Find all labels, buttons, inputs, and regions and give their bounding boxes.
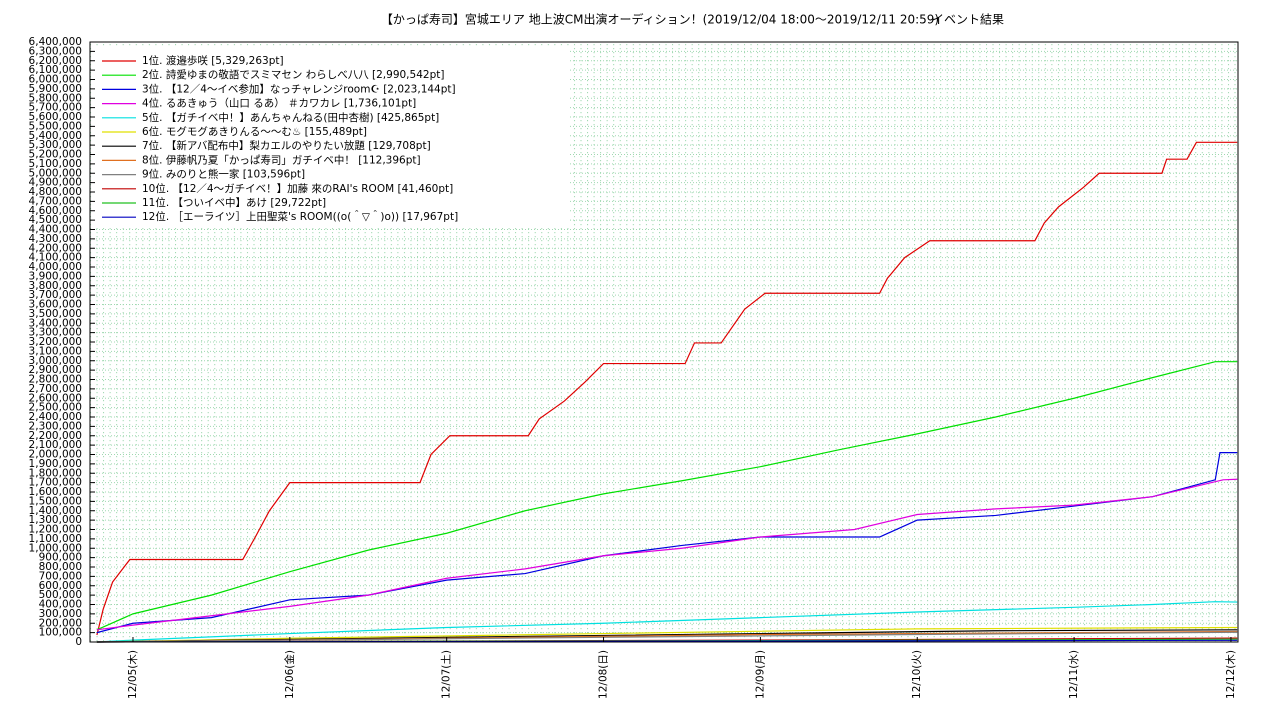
y-tick-label: 6,000,000 xyxy=(29,74,82,86)
y-tick-label: 1,600,000 xyxy=(29,486,82,498)
x-tick-label: 12/10(火) xyxy=(911,650,923,699)
y-tick-label: 2,300,000 xyxy=(29,420,82,432)
legend-label: 2位. 詩愛ゆまの敬語でスミマセン わらしべ八八 [2,990,542pt] xyxy=(142,68,444,81)
legend-box xyxy=(92,46,570,228)
y-tick-label: 6,300,000 xyxy=(29,45,82,57)
y-tick-label: 5,900,000 xyxy=(29,83,82,95)
y-tick-label: 5,700,000 xyxy=(29,102,82,114)
legend-label: 8位. 伊藤帆乃夏「かっぱ寿司」ガチイベ中！ [112,396pt] xyxy=(142,153,421,166)
x-tick-label: 12/09(月) xyxy=(754,650,766,699)
x-tick-label: 12/11(水) xyxy=(1068,650,1080,699)
y-tick-label: 3,600,000 xyxy=(29,299,82,311)
y-tick-label: 4,300,000 xyxy=(29,233,82,245)
y-tick-label: 5,100,000 xyxy=(29,158,82,170)
y-tick-label: 5,600,000 xyxy=(29,111,82,123)
legend-label: 3位. 【12／4～イベ参加】なっチャレンジroom☪ [2,023,144pt… xyxy=(142,82,456,95)
legend-label: 11位. 【ついイベ中】あけ [29,722pt] xyxy=(142,196,326,209)
y-tick-label: 500,000 xyxy=(39,589,82,601)
y-tick-label: 5,400,000 xyxy=(29,130,82,142)
legend-label: 6位. モグモグあきりんる～～む♨ [155,489pt] xyxy=(142,125,367,138)
y-tick-label: 3,900,000 xyxy=(29,270,82,282)
legend-label: 5位. 【ガチイベ中！】あんちゃんねる(田中杏樹) [425,865pt] xyxy=(142,111,439,124)
legend-label: 1位. 渡邉歩咲 [5,329,263pt] xyxy=(142,54,284,67)
y-tick-label: 3,100,000 xyxy=(29,345,82,357)
y-tick-label: 2,400,000 xyxy=(29,411,82,423)
y-tick-label: 1,200,000 xyxy=(29,524,82,536)
y-tick-label: 4,700,000 xyxy=(29,195,82,207)
y-tick-label: 100,000 xyxy=(39,627,82,639)
y-tick-label: 3,400,000 xyxy=(29,317,82,329)
y-tick-label: 600,000 xyxy=(39,580,82,592)
legend-label: 12位. ［エーライツ］上田聖菜's ROOM((o(＾▽＾)o)) [17,9… xyxy=(142,209,458,223)
y-tick-label: 6,200,000 xyxy=(29,55,82,67)
y-tick-label: 1,700,000 xyxy=(29,477,82,489)
legend-label: 9位. みのりと熊一家 [103,596pt] xyxy=(142,168,305,181)
series-line xyxy=(96,601,1238,643)
y-tick-label: 2,000,000 xyxy=(29,449,82,461)
series-line xyxy=(96,141,1238,636)
x-tick-label: 12/07(土) xyxy=(440,650,453,699)
y-tick-label: 1,100,000 xyxy=(29,533,82,545)
grid-layer xyxy=(90,41,1238,643)
x-tick-label: 12/12(木) xyxy=(1225,650,1237,699)
y-tick-label: 2,900,000 xyxy=(29,364,82,376)
y-tick-label: 1,900,000 xyxy=(29,458,82,470)
y-tick-label: 3,500,000 xyxy=(29,308,82,320)
y-tick-label: 5,300,000 xyxy=(29,139,82,151)
y-tick-label: 1,500,000 xyxy=(29,495,82,507)
y-tick-label: 2,600,000 xyxy=(29,392,82,404)
y-tick-label: 200,000 xyxy=(39,617,82,629)
series-line xyxy=(96,361,1238,631)
chart-title: 【かっぱ寿司】宮城エリア 地上波CM出演オーディション！(2019/12/04 … xyxy=(381,12,939,27)
y-tick-label: 4,200,000 xyxy=(29,242,82,254)
series-line xyxy=(96,631,1238,643)
y-tick-label: 2,500,000 xyxy=(29,402,82,414)
y-tick-label: 4,000,000 xyxy=(29,261,82,273)
y-tick-label: 5,500,000 xyxy=(29,120,82,132)
legend-label: 7位. 【新アバ配布中】梨カエルのやりたい放題 [129,708pt] xyxy=(142,139,431,152)
axes-layer: 0100,000200,000300,000400,000500,000600,… xyxy=(29,36,1237,699)
y-tick-label: 2,200,000 xyxy=(29,430,82,442)
y-tick-label: 4,400,000 xyxy=(29,224,82,236)
y-tick-label: 6,400,000 xyxy=(29,36,82,48)
series-line xyxy=(96,626,1238,643)
y-tick-label: 1,800,000 xyxy=(29,467,82,479)
series-line xyxy=(96,478,1238,631)
y-tick-label: 1,000,000 xyxy=(29,542,82,554)
x-tick-label: 12/08(日) xyxy=(598,650,610,699)
y-tick-label: 1,300,000 xyxy=(29,514,82,526)
y-tick-label: 4,600,000 xyxy=(29,205,82,217)
y-tick-label: 800,000 xyxy=(39,561,82,573)
legend-label: 10位. 【12／4～ガチイベ！】加藤 來のRAI's ROOM [41,460… xyxy=(142,182,453,195)
y-tick-label: 900,000 xyxy=(39,552,82,564)
y-tick-label: 4,900,000 xyxy=(29,177,82,189)
y-tick-label: 5,200,000 xyxy=(29,149,82,161)
x-tick-label: 12/06(金) xyxy=(283,650,296,699)
y-tick-label: 3,700,000 xyxy=(29,289,82,301)
series-line xyxy=(96,629,1238,643)
y-tick-label: 700,000 xyxy=(39,570,82,582)
y-tick-label: 2,100,000 xyxy=(29,439,82,451)
y-tick-label: 2,700,000 xyxy=(29,383,82,395)
y-tick-label: 400,000 xyxy=(39,599,82,611)
y-tick-label: 3,000,000 xyxy=(29,355,82,367)
x-tick-label: 12/05(木) xyxy=(127,650,139,699)
y-tick-label: 4,800,000 xyxy=(29,186,82,198)
y-tick-label: 5,800,000 xyxy=(29,92,82,104)
y-tick-label: 4,500,000 xyxy=(29,214,82,226)
y-tick-label: 2,800,000 xyxy=(29,374,82,386)
y-tick-label: 3,800,000 xyxy=(29,280,82,292)
y-tick-label: 6,100,000 xyxy=(29,64,82,76)
y-tick-label: 300,000 xyxy=(39,608,82,620)
y-tick-label: 1,400,000 xyxy=(29,505,82,517)
y-tick-label: 5,000,000 xyxy=(29,167,82,179)
y-tick-label: 3,200,000 xyxy=(29,336,82,348)
legend-label: 4位. るあきゅう（山口 るあ） ＃カワカレ [1,736,101pt] xyxy=(142,97,416,110)
chart-subtitle: イベント結果 xyxy=(932,13,1004,27)
y-tick-label: 3,300,000 xyxy=(29,327,82,339)
legend: 1位. 渡邉歩咲 [5,329,263pt]2位. 詩愛ゆまの敬語でスミマセン … xyxy=(92,46,570,228)
y-tick-label: 0 xyxy=(75,636,82,648)
y-tick-label: 4,100,000 xyxy=(29,252,82,264)
